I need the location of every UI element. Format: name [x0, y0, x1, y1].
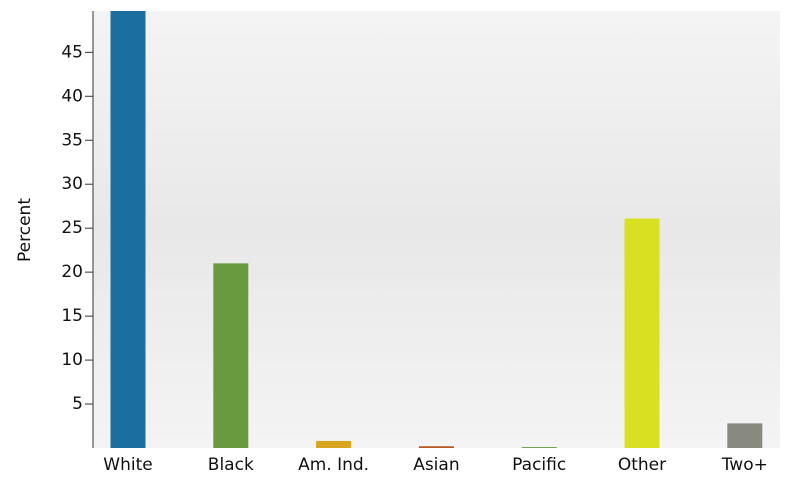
bars [110, 11, 763, 448]
y-tick-label: 30 [61, 174, 83, 194]
y-tick-label: 10 [61, 350, 83, 370]
y-axis-label: Percent [15, 198, 35, 262]
x-tick-label: Other [618, 455, 666, 475]
bar [727, 423, 763, 448]
bar [521, 447, 557, 448]
x-tick-label: Black [208, 455, 254, 475]
x-tick-label: Pacific [512, 455, 566, 475]
x-tick-label: Asian [413, 455, 459, 475]
y-tick-label: 40 [61, 86, 83, 106]
bar [213, 263, 249, 448]
y-tick-label: 35 [61, 130, 83, 150]
y-tick-label: 15 [61, 306, 83, 326]
x-tick-label: White [103, 455, 152, 475]
y-tick-label: 45 [61, 42, 83, 62]
x-tick-label: Am. Ind. [298, 455, 369, 475]
y-tick-label: 25 [61, 218, 83, 238]
bar [316, 440, 352, 448]
bar [624, 218, 660, 448]
y-tick-label: 20 [61, 262, 83, 282]
plot-background [93, 11, 780, 448]
bar [418, 446, 454, 448]
x-tick-label: Two+ [721, 455, 768, 475]
y-tick-label: 5 [72, 394, 83, 414]
bar [110, 11, 146, 448]
